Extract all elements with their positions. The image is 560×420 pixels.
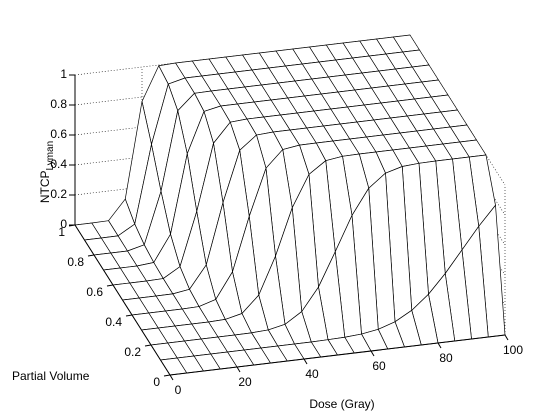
y-tick <box>106 284 114 287</box>
x-tick-label: 80 <box>439 351 453 365</box>
x-axis-label: Dose (Gray) <box>309 397 374 411</box>
z-tick-label: 0.8 <box>50 97 67 111</box>
y-tick <box>144 344 152 347</box>
y-axis-label: Partial Volume <box>12 369 90 383</box>
z-tick-label: 0.6 <box>50 127 67 141</box>
z-grid-line <box>409 34 506 186</box>
x-tick-label: 60 <box>372 359 386 373</box>
x-tick-label: 0 <box>175 383 182 397</box>
y-tick-label: 0.4 <box>105 315 122 329</box>
x-tick <box>303 358 308 365</box>
z-tick-label: 0.2 <box>50 187 67 201</box>
y-tick-label: 0.2 <box>124 345 141 359</box>
x-tick <box>437 342 442 349</box>
x-axis-line <box>169 334 506 376</box>
x-tick <box>504 334 509 341</box>
z-tick-label: 1 <box>60 67 67 81</box>
z-axis-label-subscript: Lyman <box>45 141 56 171</box>
x-tick <box>370 350 375 357</box>
z-axis-label-main: NTCP <box>38 170 52 203</box>
y-axis-line <box>74 224 171 376</box>
y-tick-label: 0 <box>153 375 160 389</box>
x-tick <box>236 366 241 373</box>
y-tick-label: 0.6 <box>86 285 103 299</box>
y-tick-label: 0.8 <box>67 255 84 269</box>
surface-layer <box>74 34 506 376</box>
z-tick-label: 0 <box>60 217 67 231</box>
z-tick-label: 0.4 <box>50 157 67 171</box>
z-axis-label: NTCPLyman <box>38 141 55 203</box>
x-tick-label: 40 <box>305 367 319 381</box>
y-tick <box>163 374 171 377</box>
z-axis-label-group: NTCPLyman <box>38 141 55 203</box>
x-tick <box>169 374 174 381</box>
y-tick-label: 1 <box>58 225 65 239</box>
x-tick-label: 100 <box>503 343 523 357</box>
y-tick <box>87 254 95 257</box>
y-tick <box>125 314 133 317</box>
x-tick-label: 20 <box>238 375 252 389</box>
